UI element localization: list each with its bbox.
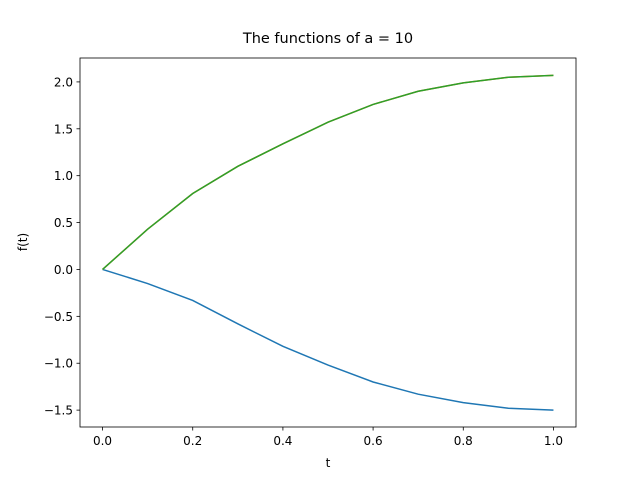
y-tick-label: −1.0 [44,357,73,371]
x-axis-label: t [326,456,331,470]
y-tick-label: 0.5 [54,216,73,230]
x-tick-label: 0.0 [93,434,112,448]
x-tick-label: 0.4 [273,434,292,448]
y-tick-label: 0.0 [54,263,73,277]
plot-frame [79,57,577,428]
y-tick-label: 2.0 [54,75,73,89]
y-tick-label: −1.5 [44,404,73,418]
line-series [102,268,554,411]
x-tick-label: 0.8 [454,434,473,448]
y-tick-label: 1.5 [54,122,73,136]
y-axis-label: f(t) [16,233,30,251]
y-tick-label: −0.5 [44,310,73,324]
chart-title: The functions of a = 10 [242,31,413,47]
x-tick-label: 0.2 [183,434,202,448]
x-tick-label: 1.0 [544,434,563,448]
x-tick-label: 0.6 [364,434,383,448]
y-tick-label: 1.0 [54,169,73,183]
line-series [102,74,554,271]
line-series [102,74,554,271]
